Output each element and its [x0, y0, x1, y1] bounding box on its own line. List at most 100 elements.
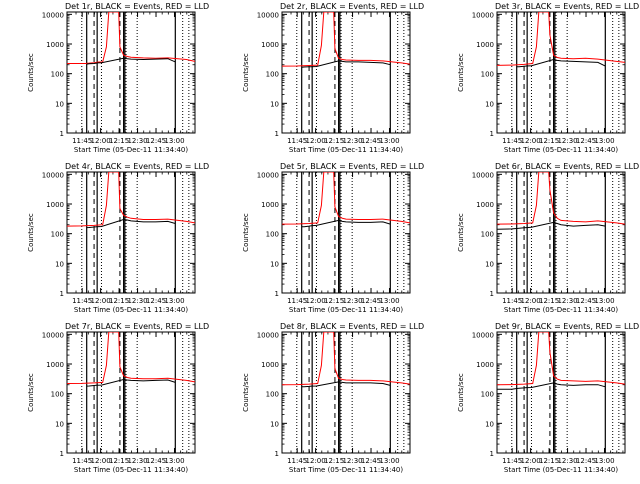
- x-tick-label: 12:15: [109, 137, 129, 145]
- lld-series-line: [282, 12, 410, 67]
- plot-frame: [496, 11, 626, 134]
- x-tick-label: 13:00: [594, 297, 614, 305]
- plot-frame: [66, 171, 196, 294]
- y-tick-label: 10: [55, 420, 64, 428]
- x-tick-label: 12:15: [324, 457, 344, 465]
- x-tick-label: 12:15: [324, 137, 344, 145]
- plot-panel-3: Det 3r, BLACK = Events, RED = LLD Counts/…: [457, 2, 639, 154]
- y-tick-label: 10000: [42, 331, 64, 339]
- x-axis-label: Start Time (05-Dec-11 11:34:40): [504, 306, 618, 314]
- panel-title: Det 3r, BLACK = Events, RED = LLD: [495, 2, 639, 11]
- panel-title: Det 6r, BLACK = Events, RED = LLD: [495, 162, 639, 171]
- y-tick-label: 10: [485, 420, 494, 428]
- x-tick-label: 11:45: [502, 297, 522, 305]
- events-series-line: [516, 58, 606, 68]
- events-series-line: [86, 378, 176, 387]
- y-tick-label: 1: [275, 130, 279, 138]
- x-tick-label: 13:00: [594, 137, 614, 145]
- x-tick-label: 12:45: [146, 457, 166, 465]
- y-tick-label: 1: [490, 450, 494, 458]
- x-tick-label: 13:00: [164, 137, 184, 145]
- plot-panel-4: Det 4r, BLACK = Events, RED = LLD Counts/…: [27, 162, 209, 314]
- x-tick-label: 12:15: [539, 137, 559, 145]
- plot-panel-7: Det 7r, BLACK = Events, RED = LLD Counts/…: [27, 322, 209, 474]
- x-tick-label: 12:00: [91, 457, 111, 465]
- y-tick-label: 10: [485, 100, 494, 108]
- plot-panel-8: Det 8r, BLACK = Events, RED = LLD Counts/…: [242, 322, 424, 474]
- plot-frame: [66, 331, 196, 454]
- lld-series-line: [67, 172, 195, 227]
- x-tick-label: 12:30: [342, 297, 362, 305]
- y-tick-label: 100: [51, 231, 64, 239]
- x-tick-label: 11:45: [72, 457, 92, 465]
- y-tick-label: 10: [55, 260, 64, 268]
- y-tick-label: 1: [490, 130, 494, 138]
- y-tick-label: 1: [490, 290, 494, 298]
- x-tick-label: 12:45: [146, 297, 166, 305]
- x-tick-label: 12:45: [361, 457, 381, 465]
- events-series-line: [301, 381, 391, 388]
- lld-series-line: [282, 332, 410, 386]
- x-tick-label: 11:45: [287, 297, 307, 305]
- y-tick-label: 1000: [261, 41, 279, 49]
- y-tick-label: 10: [270, 260, 279, 268]
- events-series-line: [86, 218, 176, 229]
- y-axis-label: Counts/sec: [457, 53, 465, 92]
- plot-frame: [496, 331, 626, 454]
- y-axis-label: Counts/sec: [27, 53, 35, 92]
- x-tick-label: 12:30: [342, 457, 362, 465]
- y-tick-label: 10000: [257, 11, 279, 19]
- panel-title: Det 4r, BLACK = Events, RED = LLD: [65, 162, 209, 171]
- y-tick-label: 10: [270, 100, 279, 108]
- x-tick-label: 12:15: [109, 297, 129, 305]
- y-axis-label: Counts/sec: [457, 373, 465, 412]
- y-tick-label: 1: [60, 130, 64, 138]
- y-tick-label: 10000: [257, 171, 279, 179]
- y-tick-label: 1000: [46, 361, 64, 369]
- plot-frame: [496, 171, 626, 294]
- x-axis-label: Start Time (05-Dec-11 11:34:40): [504, 466, 618, 474]
- x-tick-label: 12:30: [127, 297, 147, 305]
- y-tick-label: 10000: [472, 331, 494, 339]
- x-tick-label: 12:00: [521, 137, 541, 145]
- y-axis-label: Counts/sec: [242, 213, 250, 252]
- lld-series-line: [67, 332, 195, 384]
- y-axis-label: Counts/sec: [242, 373, 250, 412]
- x-tick-label: 11:45: [502, 457, 522, 465]
- events-series-line: [301, 219, 391, 228]
- y-tick-label: 100: [481, 71, 494, 79]
- x-tick-label: 12:30: [557, 457, 577, 465]
- y-axis-label: Counts/sec: [242, 53, 250, 92]
- x-axis-label: Start Time (05-Dec-11 11:34:40): [74, 146, 188, 154]
- plot-frame: [66, 11, 196, 134]
- y-axis-label: Counts/sec: [27, 213, 35, 252]
- plot-frame: [281, 331, 411, 454]
- x-tick-label: 11:45: [502, 137, 522, 145]
- y-tick-label: 10000: [42, 11, 64, 19]
- y-tick-label: 10000: [472, 11, 494, 19]
- x-tick-label: 12:15: [324, 297, 344, 305]
- x-tick-label: 13:00: [379, 137, 399, 145]
- x-tick-label: 13:00: [164, 297, 184, 305]
- panel-title: Det 5r, BLACK = Events, RED = LLD: [280, 162, 424, 171]
- lld-series-line: [67, 12, 195, 64]
- y-tick-label: 100: [481, 231, 494, 239]
- x-tick-label: 12:00: [306, 297, 326, 305]
- x-tick-label: 12:45: [576, 457, 596, 465]
- panel-title: Det 1r, BLACK = Events, RED = LLD: [65, 2, 209, 11]
- plot-frame: [281, 171, 411, 294]
- x-tick-label: 12:00: [306, 457, 326, 465]
- x-tick-label: 12:30: [342, 137, 362, 145]
- x-tick-label: 12:00: [91, 297, 111, 305]
- x-tick-label: 11:45: [287, 457, 307, 465]
- x-tick-label: 12:45: [576, 297, 596, 305]
- x-tick-label: 12:00: [306, 137, 326, 145]
- plot-frame: [281, 11, 411, 134]
- y-tick-label: 100: [51, 391, 64, 399]
- y-tick-label: 1000: [476, 201, 494, 209]
- x-tick-label: 12:15: [539, 297, 559, 305]
- x-tick-label: 13:00: [594, 457, 614, 465]
- lld-series-line: [282, 172, 410, 225]
- x-tick-label: 11:45: [72, 297, 92, 305]
